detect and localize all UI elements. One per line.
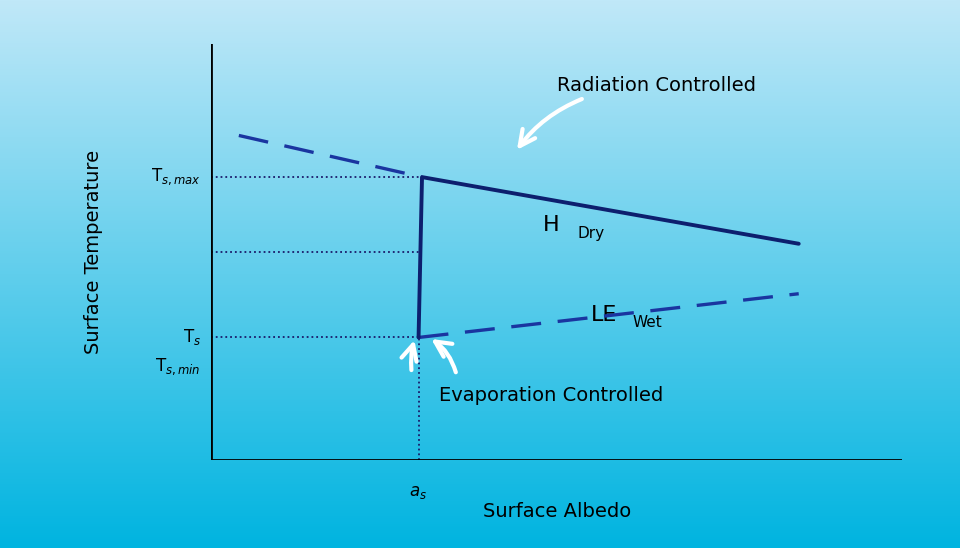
- Text: LE: LE: [591, 305, 617, 324]
- Text: T$_s$: T$_s$: [182, 328, 201, 347]
- Text: Dry: Dry: [578, 226, 605, 241]
- Text: Radiation Controlled: Radiation Controlled: [557, 76, 756, 95]
- Text: T$_{s,max}$: T$_{s,max}$: [151, 167, 201, 187]
- Text: Evaporation Controlled: Evaporation Controlled: [440, 386, 663, 406]
- Text: H: H: [543, 215, 560, 235]
- Text: Surface Albedo: Surface Albedo: [483, 502, 631, 521]
- Text: Wet: Wet: [633, 316, 662, 330]
- Text: Surface Temperature: Surface Temperature: [84, 150, 103, 354]
- Text: T$_{s,min}$: T$_{s,min}$: [156, 356, 201, 377]
- Text: a$_s$: a$_s$: [410, 483, 427, 501]
